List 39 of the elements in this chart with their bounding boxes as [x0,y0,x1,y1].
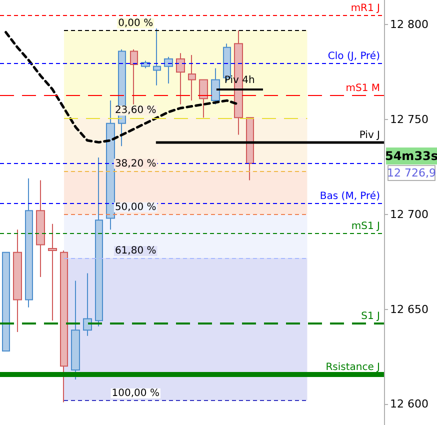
candlestick [130,48,138,105]
candlestick [71,280,80,380]
candlestick [95,156,103,327]
annotation: 61,80 % [114,246,156,257]
y-tick-label: 12 600 [390,398,428,411]
ref-line-label: mS1 J [351,221,380,232]
candlestick [106,100,115,230]
ref-line-label: 12 726,9 [387,166,436,180]
candlestick [188,54,196,102]
line-series [4,31,240,144]
annotation: 50,00 % [114,202,156,213]
y-tick-label: 12 650 [390,302,428,316]
candlestick [153,28,161,86]
candlestick [199,79,208,118]
y-tick-label: 12 700 [390,208,428,221]
candlestick [164,56,173,84]
ref-line-label: S1 J [361,311,380,322]
candlestick [211,68,220,105]
y-tick-label: 12 750 [390,113,428,126]
annotation: 100,00 % [112,388,160,399]
ref-line-label: Piv J [359,130,380,141]
ref-line-label: Bas (M, Pré) [320,191,380,202]
candlestick [48,223,57,322]
candlestick [25,178,33,308]
annotation: 38,20 % [114,158,156,170]
candlestick [13,229,22,333]
candlestick [176,52,185,105]
y-tick-label: 12 800 [390,18,428,32]
ref-line-label: Clo (J, Pré) [328,51,380,62]
candlestick [246,117,254,181]
candlestick [36,180,45,278]
ref-line-label: mR1 J [350,3,380,14]
annotation: 23,60 % [114,105,156,116]
candlestick [2,252,10,352]
ref-line-label: mS1 M [346,83,380,94]
candlestick [83,272,92,336]
annotation: 0,00 % [118,18,154,29]
ref-line-label: Rsistance J [326,362,380,373]
candlestick [60,250,68,403]
